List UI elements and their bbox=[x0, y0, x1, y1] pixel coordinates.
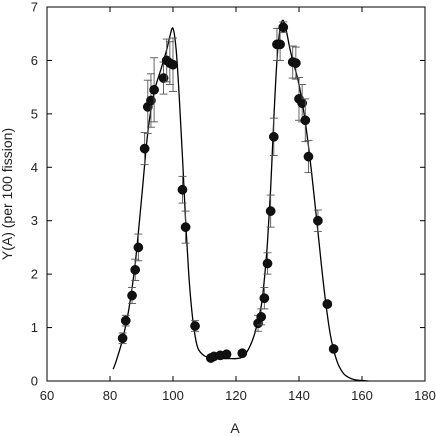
data-point bbox=[149, 84, 159, 95]
data-point-group bbox=[117, 332, 128, 345]
data-point-group bbox=[297, 84, 307, 123]
data-point bbox=[127, 290, 137, 301]
data-point-group bbox=[180, 210, 191, 244]
data-point bbox=[139, 143, 150, 154]
x-tick-label: 140 bbox=[288, 388, 310, 403]
axes: 60 80 100 120 140 160 180 0 1 2 3 4 5 6 7 bbox=[31, 0, 436, 403]
data-point-group bbox=[278, 21, 289, 34]
data-point bbox=[265, 206, 276, 216]
data-point bbox=[221, 349, 232, 360]
data-point bbox=[130, 265, 141, 275]
y-tick-label: 4 bbox=[31, 160, 38, 175]
data-point bbox=[158, 73, 169, 83]
data-point-group bbox=[265, 194, 276, 228]
y-tick-label: 3 bbox=[31, 213, 38, 228]
x-tick-label: 120 bbox=[225, 388, 247, 403]
data-point bbox=[268, 131, 279, 142]
data-point-group bbox=[190, 320, 200, 332]
data-point-group bbox=[158, 61, 169, 95]
data-point-group bbox=[133, 233, 144, 262]
x-axis-title: A bbox=[230, 420, 240, 436]
x-tick-label: 100 bbox=[162, 388, 184, 403]
data-point bbox=[120, 315, 131, 326]
y-tick-label: 0 bbox=[31, 374, 38, 389]
data-point bbox=[190, 321, 200, 331]
x-tick-label: 80 bbox=[103, 388, 117, 403]
data-point-group bbox=[328, 344, 339, 354]
data-point bbox=[275, 39, 285, 50]
data-point bbox=[328, 344, 339, 354]
y-tick-label: 6 bbox=[31, 53, 38, 68]
data-points-layer bbox=[117, 21, 339, 363]
data-point bbox=[291, 58, 301, 68]
data-point-group bbox=[313, 209, 323, 232]
data-point bbox=[256, 312, 267, 322]
data-point-group bbox=[168, 37, 178, 92]
data-point-group bbox=[303, 140, 314, 174]
data-point bbox=[303, 151, 314, 162]
data-point-group bbox=[146, 73, 156, 128]
data-point-group bbox=[177, 175, 188, 204]
y-tick-label: 7 bbox=[31, 0, 38, 15]
fit-curve-line bbox=[112, 19, 369, 382]
data-point bbox=[259, 293, 270, 304]
data-point bbox=[168, 59, 178, 70]
data-point bbox=[146, 95, 156, 106]
data-point bbox=[237, 348, 248, 359]
y-tick-label: 2 bbox=[31, 267, 38, 282]
data-point-group bbox=[149, 57, 159, 123]
data-point-group bbox=[130, 258, 141, 282]
data-point-group bbox=[291, 46, 301, 80]
data-point bbox=[117, 333, 128, 344]
data-point-group bbox=[221, 349, 232, 360]
data-point-group bbox=[262, 252, 273, 275]
data-point-group bbox=[139, 132, 150, 166]
data-point bbox=[177, 184, 188, 195]
data-point-group bbox=[322, 299, 333, 309]
data-point-group bbox=[237, 348, 248, 359]
x-tick-label: 160 bbox=[351, 388, 373, 403]
data-point-group bbox=[268, 117, 279, 156]
y-axis-title: Y(A) (per 100 fission) bbox=[0, 128, 15, 260]
fit-curve-layer bbox=[112, 19, 369, 382]
x-tick-label: 60 bbox=[40, 388, 54, 403]
data-point bbox=[278, 22, 289, 33]
data-point bbox=[262, 258, 273, 269]
data-point bbox=[322, 299, 333, 309]
data-point-group bbox=[127, 287, 137, 304]
data-point bbox=[300, 115, 311, 126]
y-tick-label: 5 bbox=[31, 106, 38, 121]
data-point bbox=[180, 222, 191, 232]
y-tick-label: 1 bbox=[31, 320, 38, 335]
data-point-group bbox=[259, 287, 270, 310]
data-point-group bbox=[300, 98, 311, 143]
x-tick-label: 180 bbox=[414, 388, 436, 403]
data-point bbox=[133, 242, 144, 253]
data-point bbox=[313, 215, 323, 226]
plot-frame bbox=[46, 6, 426, 382]
data-point-group bbox=[120, 314, 131, 327]
